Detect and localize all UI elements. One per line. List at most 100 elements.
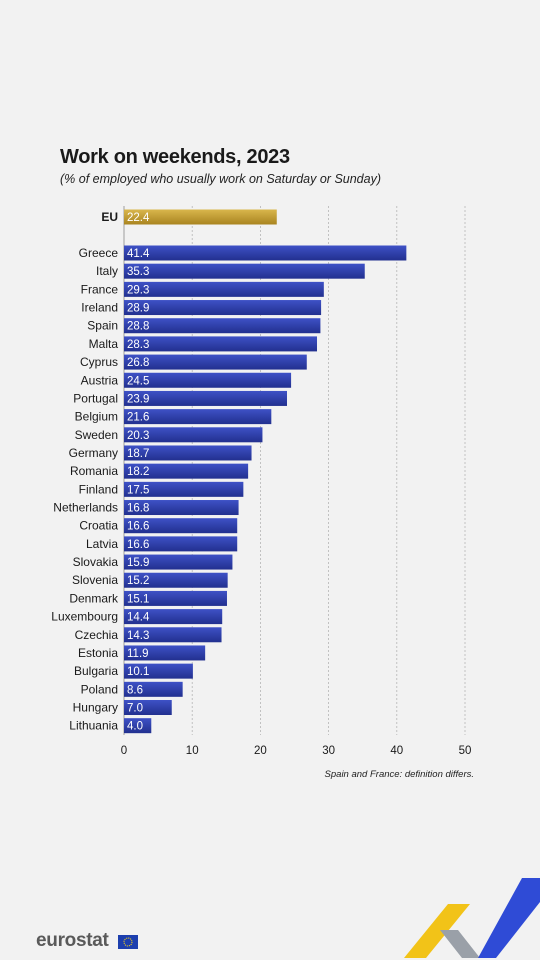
bar-value-label: 28.3 bbox=[127, 339, 149, 351]
category-label: Cyprus bbox=[80, 355, 118, 369]
bar-value-label: 14.4 bbox=[127, 612, 150, 624]
bar-value-label: 28.8 bbox=[127, 321, 149, 333]
bar bbox=[124, 445, 252, 461]
category-label: Slovenia bbox=[72, 573, 118, 587]
bars: 22.4 41.4 35.3 29.3 28.9 28.8 28.3 26.8 24.5 23.9… bbox=[124, 209, 407, 734]
bar bbox=[124, 354, 307, 370]
bar bbox=[124, 700, 172, 715]
bar bbox=[124, 372, 292, 388]
bar bbox=[124, 554, 233, 570]
bar-value-label: 15.1 bbox=[127, 593, 149, 605]
blue-stripe bbox=[478, 878, 540, 958]
bar-value-label: 8.6 bbox=[127, 684, 143, 696]
bar bbox=[124, 536, 238, 552]
bar-value-label: 35.3 bbox=[127, 266, 149, 278]
category-label: Italy bbox=[96, 264, 118, 278]
category-label: Finland bbox=[79, 482, 118, 496]
bar-value-label: 26.8 bbox=[127, 357, 149, 369]
bar-value-label: 16.6 bbox=[127, 521, 149, 533]
bar-value-label: 22.4 bbox=[127, 212, 150, 224]
x-tick-label: 30 bbox=[322, 745, 335, 757]
category-label-eu: EU bbox=[101, 210, 118, 224]
grey-stripe bbox=[440, 930, 480, 958]
category-label: Netherlands bbox=[53, 501, 118, 515]
bar-value-label: 10.1 bbox=[127, 666, 149, 678]
bar bbox=[124, 245, 407, 261]
bar bbox=[124, 518, 238, 534]
x-tick-label: 40 bbox=[390, 745, 403, 757]
definition-note: Spain and France: definition differs. bbox=[324, 769, 474, 780]
bar bbox=[124, 390, 287, 406]
eurostat-logo-text: eurostat bbox=[36, 930, 109, 951]
bar-value-label: 16.6 bbox=[127, 539, 149, 551]
bar bbox=[124, 318, 321, 334]
bar bbox=[124, 500, 239, 516]
x-tick-label: 50 bbox=[459, 745, 472, 757]
bar-value-label: 4.0 bbox=[127, 721, 143, 733]
chart-subtitle: (% of employed who usually work on Satur… bbox=[60, 172, 381, 186]
category-label: Greece bbox=[79, 246, 119, 260]
category-label: Slovakia bbox=[73, 555, 119, 569]
bar-value-label: 21.6 bbox=[127, 412, 149, 424]
bar bbox=[124, 409, 272, 425]
eu-flag-icon bbox=[118, 935, 138, 949]
bar-value-label: 17.5 bbox=[127, 484, 149, 496]
bar bbox=[124, 609, 223, 625]
x-tick-label: 10 bbox=[186, 745, 199, 757]
bar-value-label: 7.0 bbox=[127, 703, 143, 715]
bar bbox=[124, 263, 365, 279]
category-label: Romania bbox=[70, 464, 118, 478]
category-label: Hungary bbox=[73, 701, 118, 715]
bar bbox=[124, 718, 152, 734]
bar-value-label: 18.7 bbox=[127, 448, 149, 460]
category-label: Spain bbox=[87, 319, 118, 333]
bar-value-label: 15.2 bbox=[127, 575, 149, 587]
bar-value-label: 18.2 bbox=[127, 466, 149, 478]
category-label: Poland bbox=[81, 682, 118, 696]
bar bbox=[124, 336, 318, 352]
bar-value-label: 23.9 bbox=[127, 393, 149, 405]
bar bbox=[124, 645, 206, 661]
x-tick-label: 0 bbox=[121, 745, 127, 757]
chart-title: Work on weekends, 2023 bbox=[60, 146, 290, 168]
category-label: Croatia bbox=[79, 519, 118, 533]
bar bbox=[124, 590, 227, 606]
category-label: Portugal bbox=[73, 391, 118, 405]
bar bbox=[124, 481, 244, 497]
bar bbox=[124, 663, 193, 679]
category-label: Bulgaria bbox=[74, 664, 118, 678]
category-label: Czechia bbox=[75, 628, 119, 642]
category-label: Sweden bbox=[75, 428, 118, 442]
category-label: Estonia bbox=[78, 646, 118, 660]
bar bbox=[124, 463, 249, 479]
bar-value-label: 41.4 bbox=[127, 248, 150, 260]
bar bbox=[124, 281, 324, 297]
bar-eu bbox=[124, 209, 277, 225]
bar-value-label: 28.9 bbox=[127, 303, 149, 315]
bar-value-label: 11.9 bbox=[127, 648, 149, 660]
category-label: Latvia bbox=[86, 537, 118, 551]
category-label: Austria bbox=[81, 373, 119, 387]
category-label: Luxembourg bbox=[51, 610, 118, 624]
category-label: France bbox=[81, 282, 119, 296]
bar-chart: 22.4 41.4 35.3 29.3 28.9 28.8 28.3 26.8 24.5 23.9… bbox=[51, 206, 472, 757]
yellow-stripe bbox=[404, 904, 470, 958]
bar-value-label: 20.3 bbox=[127, 430, 149, 442]
bar-value-label: 24.5 bbox=[127, 375, 149, 387]
category-label: Belgium bbox=[75, 410, 118, 424]
category-labels: EU Greece Italy France Ireland Spain Malta Cypr… bbox=[51, 210, 119, 733]
bar bbox=[124, 427, 263, 443]
bar-value-label: 29.3 bbox=[127, 284, 149, 296]
bar bbox=[124, 681, 183, 697]
bar bbox=[124, 300, 322, 316]
bar bbox=[124, 572, 228, 588]
bar bbox=[124, 627, 222, 643]
x-tick-label: 20 bbox=[254, 745, 267, 757]
category-label: Lithuania bbox=[69, 719, 118, 733]
category-label: Denmark bbox=[69, 591, 119, 605]
x-axis-ticks: 0 10 20 30 40 50 bbox=[121, 745, 472, 757]
category-label: Germany bbox=[69, 446, 118, 460]
category-label: Malta bbox=[89, 337, 119, 351]
category-label: Ireland bbox=[81, 301, 118, 315]
